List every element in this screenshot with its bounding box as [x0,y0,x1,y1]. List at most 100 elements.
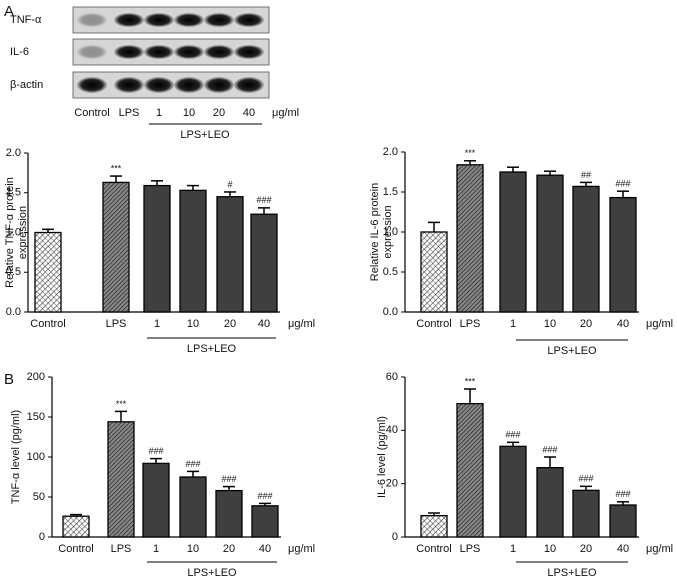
bar [62,515,90,538]
x-tick-label: 1 [154,318,160,330]
y-axis-label: Relative TNF-α protein [4,177,16,288]
x-tick-label: 1 [153,543,159,555]
y-tick-label: 2.0 [6,147,21,159]
significance-label: ### [257,491,272,501]
significance-label: ### [256,195,271,205]
significance-label: ## [581,170,591,180]
blot-band [234,77,264,93]
group-label: LPS+LEO [547,345,597,357]
y-tick-label: 150 [27,411,45,423]
x-unit-label: μg/ml [646,318,673,330]
blot-band [174,77,204,93]
x-tick-label: 1 [510,543,516,555]
blot-band [144,77,174,93]
x-tick-label: 10 [544,318,556,330]
significance-label: ### [148,446,163,456]
bar [215,489,243,538]
blot-band [77,77,107,93]
y-axis-label: TNF-α level (pg/ml) [10,410,22,504]
bar [142,462,170,538]
x-tick-label: 20 [223,543,235,555]
x-tick-label: LPS [460,318,481,330]
x-tick-label: Control [416,543,451,555]
bar [536,174,564,313]
x-unit-label: μg/ml [646,543,673,555]
y-tick-label: 0.0 [6,306,21,318]
blot-band [204,45,234,59]
y-tick-label: 40 [386,424,398,436]
significance-label: *** [465,148,476,158]
bar [34,231,62,313]
x-unit-label: μg/ml [288,318,315,330]
x-tick-label: 10 [187,318,199,330]
bar [179,476,207,538]
significance-label: *** [116,399,127,409]
y-tick-label: 1.0 [383,226,398,238]
significance-label: ### [542,444,557,454]
x-tick-label: Control [58,543,93,555]
significance-label: *** [465,376,476,386]
blot-lane-label: LPS [119,107,140,119]
blot-row-label: IL-6 [10,46,29,58]
blot-band [204,13,234,27]
bar [102,181,130,313]
y-tick-label: 0.0 [383,306,398,318]
group-label: LPS+LEO [547,567,597,579]
blot-lane-label: 20 [213,107,225,119]
x-tick-label: LPS [111,543,132,555]
y-axis-label: IL-6 level (pg/ml) [376,416,388,498]
y-tick-label: 60 [386,371,398,383]
x-tick-label: 20 [580,543,592,555]
blot-lane-label: 40 [243,107,255,119]
y-tick-label: 0.5 [383,266,398,278]
y-tick-label: 50 [33,491,45,503]
y-tick-label: 2.0 [383,146,398,158]
significance-label: *** [111,163,122,173]
blot-row-label: TNF-α [10,14,42,26]
significance-label: # [227,179,232,189]
significance-label: ### [221,474,236,484]
western-blot: TNF-α IL-6 β-actin Control LPS 1 10 20 40 μg/ml LP… [10,6,299,141]
y-axis-label: expression [17,206,29,259]
bar [609,196,637,313]
blot-band [77,45,107,59]
bar [572,185,600,313]
x-tick-label: 40 [617,318,629,330]
bar [420,515,448,538]
blot-band [174,45,204,59]
y-tick-label: 1.5 [6,187,21,199]
bar [456,403,484,538]
blot-band [144,13,174,27]
significance-label: ### [615,489,630,499]
bar [143,184,171,313]
bar [572,489,600,538]
x-unit-label: μg/ml [288,543,315,555]
blot-group-label: LPS+LEO [180,129,230,141]
significance-label: ### [185,459,200,469]
blot-band [114,77,144,93]
y-tick-label: 1.0 [6,226,21,238]
blot-lane-label: 1 [156,107,162,119]
y-tick-label: 200 [27,371,45,383]
bar [216,196,244,313]
bar [499,445,527,538]
significance-label: ### [505,430,520,440]
x-tick-label: 1 [510,318,516,330]
blot-band [174,13,204,27]
x-tick-label: Control [416,318,451,330]
bar [250,213,278,313]
x-tick-label: 20 [224,318,236,330]
blot-band [204,77,234,93]
blot-band [234,45,264,59]
y-tick-label: 20 [386,478,398,490]
y-tick-label: 0 [39,531,45,543]
blot-band [114,13,144,27]
blot-band [234,13,264,27]
panel-label: B [4,371,14,388]
bar [107,421,135,538]
bar [179,189,207,313]
blot-lane-label: 10 [183,107,195,119]
bar [456,164,484,313]
significance-label: ### [615,179,630,189]
